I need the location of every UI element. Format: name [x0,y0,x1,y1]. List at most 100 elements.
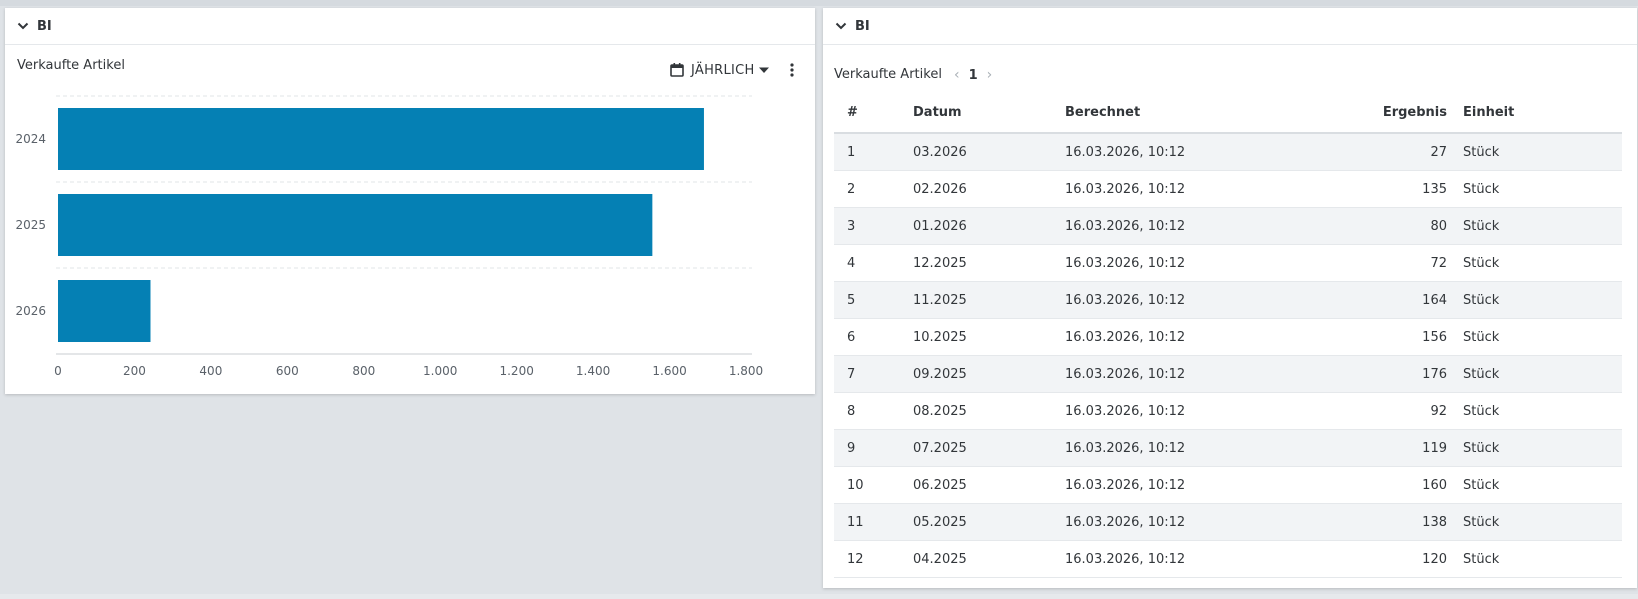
bar-chart: 2024 2025 2026 0 200 400 600 800 1.000 1.200 1.400… [15,95,763,378]
top-strip [0,0,1638,6]
more-vertical-icon[interactable] [785,62,799,78]
x-tick-label: 1.400 [576,364,610,378]
cell-calculated: 16.03.2026, 10:12 [1065,429,1277,467]
table-row[interactable]: 2 02.2026 16.03.2026, 10:12 135 Stück [834,170,1622,208]
table-row[interactable]: 3 01.2026 16.03.2026, 10:12 80 Stück [834,207,1622,245]
calendar-icon [670,63,684,77]
table-row[interactable]: 5 11.2025 16.03.2026, 10:12 164 Stück [834,281,1622,319]
category-label: 2025 [15,218,46,232]
chevron-down-icon[interactable] [15,18,31,34]
page-number[interactable]: 1 [968,67,978,83]
cell-result: 92 [1277,392,1463,430]
cell-index: 2 [834,170,913,208]
cell-date: 12.2025 [913,244,1065,282]
cell-calculated: 16.03.2026, 10:12 [1065,207,1277,245]
results-table: # Datum Berechnet Ergebnis Einheit 1 03.2… [834,92,1622,578]
bi-chart-card: BI Verkaufte Artikel JÄHRLICH 2024 2025 20… [5,8,815,394]
cell-index: 1 [834,133,913,171]
cell-index: 7 [834,355,913,393]
caret-down-icon [758,67,769,73]
card-header-title: BI [855,18,870,34]
x-tick-label: 1.200 [499,364,533,378]
table-row[interactable]: 8 08.2025 16.03.2026, 10:12 92 Stück [834,392,1622,430]
table-header-row: # Datum Berechnet Ergebnis Einheit [834,92,1622,134]
bottom-strip [0,594,1638,599]
cell-date: 01.2026 [913,207,1065,245]
x-tick-label: 1.800 [729,364,763,378]
column-header-date[interactable]: Datum [913,92,1065,134]
cell-unit: Stück [1463,133,1622,171]
cell-unit: Stück [1463,355,1622,393]
cell-result: 138 [1277,503,1463,541]
chevron-down-icon[interactable] [833,18,849,34]
cell-calculated: 16.03.2026, 10:12 [1065,133,1277,171]
prev-page-button[interactable]: ‹ [954,67,960,83]
table-row[interactable]: 6 10.2025 16.03.2026, 10:12 156 Stück [834,318,1622,356]
cell-calculated: 16.03.2026, 10:12 [1065,244,1277,282]
table-row[interactable]: 7 09.2025 16.03.2026, 10:12 176 Stück [834,355,1622,393]
cell-date: 09.2025 [913,355,1065,393]
period-label: JÄHRLICH [691,62,755,78]
cell-index: 9 [834,429,913,467]
cell-result: 119 [1277,429,1463,467]
cell-calculated: 16.03.2026, 10:12 [1065,281,1277,319]
cell-unit: Stück [1463,540,1622,578]
cell-date: 03.2026 [913,133,1065,171]
cell-date: 02.2026 [913,170,1065,208]
cell-date: 10.2025 [913,318,1065,356]
card-header[interactable]: BI [823,8,1637,45]
cell-unit: Stück [1463,170,1622,208]
card-header-title: BI [37,18,52,34]
table-row[interactable]: 1 03.2026 16.03.2026, 10:12 27 Stück [834,133,1622,171]
x-tick-label: 800 [352,364,375,378]
cell-calculated: 16.03.2026, 10:12 [1065,540,1277,578]
cell-date: 05.2025 [913,503,1065,541]
cell-result: 72 [1277,244,1463,282]
period-selector-button[interactable]: JÄHRLICH [669,60,769,80]
cell-index: 3 [834,207,913,245]
column-header-result[interactable]: Ergebnis [1277,92,1463,134]
category-label: 2026 [15,304,46,318]
cell-date: 07.2025 [913,429,1065,467]
cell-result: 156 [1277,318,1463,356]
cell-index: 8 [834,392,913,430]
cell-calculated: 16.03.2026, 10:12 [1065,503,1277,541]
table-row[interactable]: 12 04.2025 16.03.2026, 10:12 120 Stück [834,540,1622,578]
bar-2025[interactable] [58,194,653,256]
cell-calculated: 16.03.2026, 10:12 [1065,392,1277,430]
cell-calculated: 16.03.2026, 10:12 [1065,355,1277,393]
bar-2024[interactable] [58,108,704,170]
x-tick-label: 1.600 [652,364,686,378]
chart-title: Verkaufte Artikel [17,58,125,73]
column-header-calculated[interactable]: Berechnet [1065,92,1277,134]
bi-table-card: BI Verkaufte Artikel ‹ 1 › # Datum Berec… [823,8,1637,588]
column-header-unit[interactable]: Einheit [1463,92,1622,134]
cell-index: 6 [834,318,913,356]
cell-result: 120 [1277,540,1463,578]
table-row[interactable]: 10 06.2025 16.03.2026, 10:12 160 Stück [834,466,1622,504]
cell-result: 176 [1277,355,1463,393]
pagination: ‹ 1 › [951,67,995,83]
cell-unit: Stück [1463,207,1622,245]
cell-unit: Stück [1463,281,1622,319]
cell-result: 160 [1277,466,1463,504]
cell-calculated: 16.03.2026, 10:12 [1065,318,1277,356]
table-title: Verkaufte Artikel [834,67,942,82]
cell-date: 11.2025 [913,281,1065,319]
x-tick-label: 400 [199,364,222,378]
table-row[interactable]: 9 07.2025 16.03.2026, 10:12 119 Stück [834,429,1622,467]
card-header[interactable]: BI [5,8,815,45]
bar-2026[interactable] [58,280,151,342]
cell-date: 06.2025 [913,466,1065,504]
table-row[interactable]: 4 12.2025 16.03.2026, 10:12 72 Stück [834,244,1622,282]
next-page-button[interactable]: › [986,67,993,83]
column-header-index[interactable]: # [834,92,913,134]
cell-result: 164 [1277,281,1463,319]
cell-unit: Stück [1463,466,1622,504]
table-row[interactable]: 11 05.2025 16.03.2026, 10:12 138 Stück [834,503,1622,541]
cell-result: 27 [1277,133,1463,171]
cell-unit: Stück [1463,429,1622,467]
x-tick-label: 0 [54,364,62,378]
x-tick-label: 1.000 [423,364,457,378]
cell-date: 04.2025 [913,540,1065,578]
